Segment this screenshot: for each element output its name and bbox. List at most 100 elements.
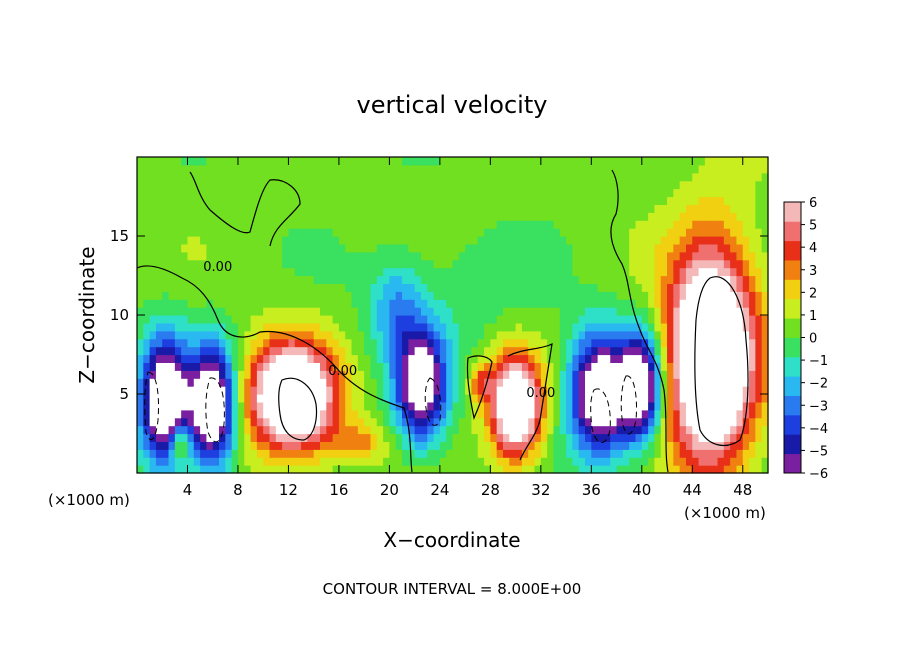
field-cell <box>376 330 384 340</box>
field-cell <box>597 315 605 324</box>
field-cell <box>685 212 693 221</box>
field-cell <box>660 157 668 166</box>
field-cell <box>307 370 315 379</box>
field-cell <box>275 180 283 190</box>
field-cell <box>357 259 365 269</box>
field-cell <box>667 251 674 261</box>
field-cell <box>206 338 214 348</box>
field-cell <box>685 299 693 308</box>
field-cell <box>471 330 479 340</box>
field-cell <box>692 164 700 174</box>
field-cell <box>654 315 662 324</box>
field-cell <box>143 338 151 348</box>
field-cell <box>616 338 624 348</box>
field-cell <box>212 275 220 284</box>
field-cell <box>231 394 239 403</box>
field-cell <box>275 354 283 363</box>
field-cell <box>294 180 302 190</box>
field-cell <box>540 315 548 324</box>
field-cell <box>168 330 176 340</box>
field-cell <box>414 259 422 269</box>
field-cell <box>717 433 725 442</box>
field-cell <box>319 299 327 308</box>
field-cell <box>155 283 163 292</box>
field-cell <box>629 251 637 261</box>
field-cell <box>673 259 681 269</box>
field-cell <box>395 259 403 269</box>
field-cell <box>263 275 271 284</box>
field-cell <box>528 204 536 213</box>
field-cell <box>275 409 283 419</box>
field-cell <box>319 236 327 245</box>
field-cell <box>591 228 599 237</box>
field-cell <box>332 267 340 277</box>
field-cell <box>515 204 523 213</box>
field-cell <box>654 401 662 411</box>
field-cell <box>414 275 422 284</box>
field-cell <box>351 449 359 458</box>
field-cell <box>225 275 233 284</box>
field-cell <box>288 449 296 458</box>
field-cell <box>149 330 157 340</box>
field-cell <box>427 157 435 166</box>
field-cell <box>660 378 668 387</box>
field-cell <box>730 157 738 166</box>
field-cell <box>433 157 441 166</box>
field-cell <box>301 330 308 340</box>
field-cell <box>465 354 473 363</box>
field-cell <box>540 180 548 190</box>
field-cell <box>155 212 163 221</box>
field-cell <box>597 220 605 229</box>
field-cell <box>225 188 233 198</box>
field-cell <box>446 172 454 182</box>
field-cell <box>345 315 353 324</box>
field-cell <box>673 394 681 403</box>
field-cell <box>155 164 163 174</box>
field-cell <box>206 346 214 356</box>
field-cell <box>402 275 409 284</box>
field-cell <box>603 196 611 205</box>
field-cell <box>231 322 239 332</box>
field-cell <box>477 212 485 221</box>
field-cell <box>572 180 580 190</box>
field-cell <box>338 267 346 277</box>
field-cell <box>162 243 170 253</box>
field-cell <box>673 157 681 166</box>
field-cell <box>502 164 510 174</box>
field-cell <box>566 291 573 300</box>
field-cell <box>490 425 498 435</box>
field-cell <box>572 267 580 277</box>
field-cell <box>761 164 769 174</box>
field-cell <box>395 330 403 340</box>
field-cell <box>540 172 548 182</box>
field-cell <box>742 441 750 450</box>
field-cell <box>648 315 656 324</box>
field-cell <box>566 457 573 466</box>
field-cell <box>338 236 346 245</box>
field-cell <box>181 299 189 308</box>
field-cell <box>509 354 517 363</box>
field-cell <box>685 346 693 356</box>
x-tick-label: 44 <box>683 481 702 499</box>
field-cell <box>332 307 340 316</box>
field-cell <box>547 322 555 332</box>
field-cell <box>534 409 542 419</box>
field-cell <box>667 346 674 356</box>
field-cell <box>641 180 649 190</box>
field-cell <box>301 370 308 379</box>
field-cell <box>755 315 763 324</box>
field-cell <box>294 212 302 221</box>
field-cell <box>420 157 428 166</box>
field-cell <box>736 362 744 371</box>
field-cell <box>622 259 630 269</box>
field-cell <box>149 196 157 205</box>
field-cell <box>502 259 510 269</box>
field-cell <box>143 457 151 466</box>
field-cell <box>168 267 176 277</box>
field-cell <box>616 409 624 419</box>
field-cell <box>414 362 422 371</box>
field-cell <box>282 441 290 450</box>
field-cell <box>326 425 334 435</box>
field-cell <box>307 441 315 450</box>
field-cell <box>458 401 466 411</box>
